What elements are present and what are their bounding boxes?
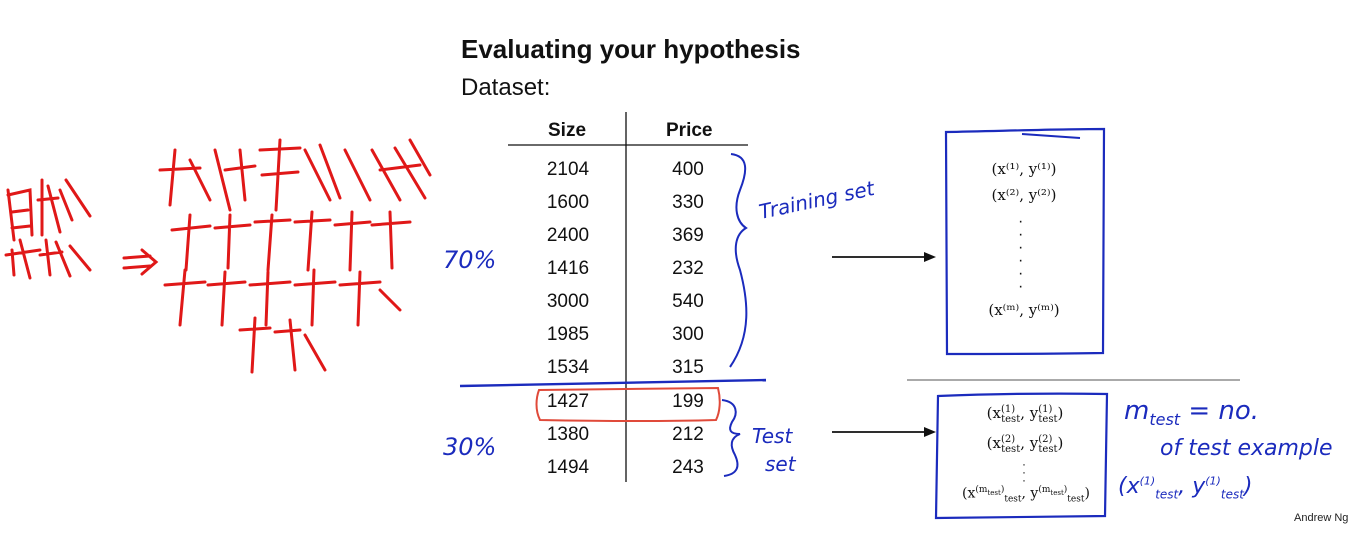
table-cell-price: 315 bbox=[672, 357, 704, 378]
test-brace bbox=[721, 399, 741, 477]
table-cell-size: 1985 bbox=[546, 324, 590, 345]
table-cell-price: 330 bbox=[672, 192, 704, 213]
table-cell-price: 232 bbox=[672, 258, 704, 279]
training-set-box bbox=[944, 127, 1106, 356]
training-brace bbox=[729, 153, 748, 368]
vertical-ellipsis: · · · · · · bbox=[1018, 213, 1024, 295]
pct-test-label: 30% bbox=[443, 433, 497, 461]
train-pair-2: (x⁽²⁾, y⁽²⁾) bbox=[991, 186, 1057, 204]
slide-subtitle: Dataset: bbox=[461, 74, 551, 101]
table-cell-price: 540 bbox=[672, 291, 704, 312]
train-pair-m: (x⁽ᵐ⁾, y⁽ᵐ⁾) bbox=[988, 301, 1060, 319]
table-cell-size: 2400 bbox=[546, 225, 590, 246]
train-test-split-line bbox=[459, 378, 767, 388]
table-cell-size: 1534 bbox=[546, 357, 590, 378]
column-header-price: Price bbox=[666, 120, 713, 141]
highlight-row-1427 bbox=[535, 386, 721, 423]
m-test-definition: mtest = no. bbox=[1124, 396, 1260, 430]
table-cell-size: 1427 bbox=[546, 391, 590, 412]
test-pair-2: (x(2)test, y(2)test) bbox=[986, 434, 1064, 455]
test-pair-1: (x(1)test, y(1)test) bbox=[986, 404, 1064, 425]
table-cell-size: 3000 bbox=[546, 291, 590, 312]
m-test-example-pair: (x(1)test, y(1)test) bbox=[1118, 474, 1253, 502]
test-label-line1: Test bbox=[752, 424, 793, 448]
arrow-to-test-box bbox=[832, 427, 936, 437]
test-set-box bbox=[934, 392, 1109, 520]
table-cell-price: 212 bbox=[672, 424, 704, 445]
test-label-line2: set bbox=[765, 452, 796, 476]
slide-title: Evaluating your hypothesis bbox=[461, 34, 801, 64]
arrow-to-train-box bbox=[832, 252, 936, 262]
chinese-handwritten-note-strokes bbox=[4, 138, 432, 374]
table-cell-price: 369 bbox=[672, 225, 704, 246]
test-vertical-ellipsis: · · · bbox=[1022, 457, 1026, 487]
author-credit: Andrew Ng bbox=[1294, 512, 1349, 524]
m-test-definition-line2: of test example bbox=[1160, 436, 1333, 461]
table-cell-size: 2104 bbox=[546, 159, 590, 180]
table-cell-size: 1416 bbox=[546, 258, 590, 279]
table-cell-size: 1380 bbox=[546, 424, 590, 445]
table-cell-size: 1494 bbox=[546, 457, 590, 478]
train-pair-1: (x⁽¹⁾, y⁽¹⁾) bbox=[991, 160, 1057, 178]
table-cell-price: 300 bbox=[672, 324, 704, 345]
test-pair-m: (x(mtest)test, y(mtest)test) bbox=[962, 485, 1090, 505]
column-header-size: Size bbox=[548, 120, 587, 141]
table-cell-price: 400 bbox=[672, 159, 704, 180]
table-cell-price: 199 bbox=[672, 391, 704, 412]
pct-train-label: 70% bbox=[443, 246, 497, 274]
table-cell-size: 1600 bbox=[546, 192, 590, 213]
table-cell-price: 243 bbox=[672, 457, 704, 478]
